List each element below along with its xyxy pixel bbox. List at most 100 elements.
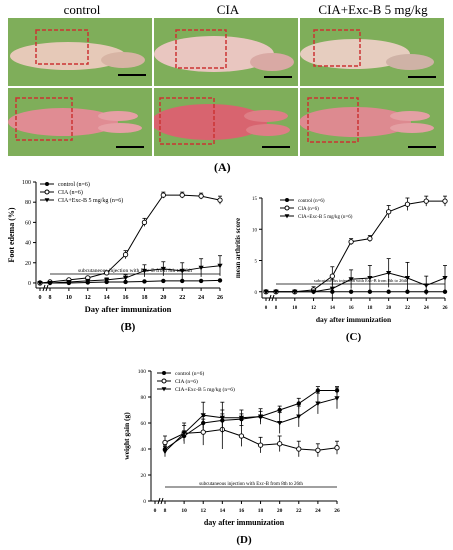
data-point xyxy=(334,396,340,401)
data-point xyxy=(66,279,72,285)
injection-annotation: subcutaneous injection with Exc-B from 8… xyxy=(314,278,408,283)
data-point xyxy=(180,278,185,284)
photo-cia-bottom xyxy=(154,88,298,156)
y-tick-label: 0 xyxy=(255,291,258,296)
x-tick-label: 12 xyxy=(311,306,317,311)
data-point xyxy=(334,445,340,451)
x-tick-label: 0 xyxy=(265,306,268,311)
data-point xyxy=(217,278,223,283)
x-axis-label: Day after immunization xyxy=(85,304,172,314)
legend-label: control (n=6) xyxy=(58,181,90,188)
photo-cia-side xyxy=(154,18,298,86)
data-point xyxy=(200,413,206,418)
data-point xyxy=(181,431,187,436)
legend-label: CIA (n=6) xyxy=(58,189,83,196)
x-tick-label: 22 xyxy=(405,306,411,311)
x-tick-label: 10 xyxy=(181,508,187,514)
chart-foot-edema: 0 20 40 60 80 100 0 8 10 12 14 16 18 20 22 24 26 Day afte… xyxy=(7,180,223,333)
y-axis-label: Foot edema (%) xyxy=(7,207,16,262)
data-point xyxy=(348,277,354,282)
legend-marker xyxy=(284,214,290,219)
series-line xyxy=(164,397,338,452)
series-line xyxy=(164,428,338,451)
data-point xyxy=(179,192,185,198)
legend-label: CIA+Exc-B 5 mg/kg (n=6) xyxy=(58,197,123,204)
x-tick-label: 20 xyxy=(160,295,166,301)
legend-marker xyxy=(45,182,49,186)
data-point xyxy=(238,433,245,439)
legend-label: CIA (n=6) xyxy=(175,378,198,385)
axis-break-mark xyxy=(157,497,161,505)
data-point xyxy=(367,289,373,294)
data-point xyxy=(292,289,298,295)
data-point xyxy=(141,268,148,274)
column-header-cia: CIA xyxy=(216,2,240,17)
data-point xyxy=(37,280,43,286)
data-point xyxy=(200,429,206,435)
injection-annotation: subcutaneous injection with Exc-B from 8… xyxy=(199,482,303,487)
x-tick-label: 14 xyxy=(104,295,110,301)
x-tick-label: 18 xyxy=(141,295,147,301)
y-tick-label: 20 xyxy=(25,261,31,267)
data-point xyxy=(277,407,282,413)
legend-marker xyxy=(162,371,166,375)
data-point xyxy=(277,421,283,426)
data-point xyxy=(329,286,335,292)
x-tick-label: 24 xyxy=(424,306,430,311)
data-point xyxy=(217,197,223,203)
data-point xyxy=(386,209,392,215)
data-point xyxy=(198,278,204,284)
x-tick-label: 0 xyxy=(154,508,157,514)
legend-marker xyxy=(161,378,167,384)
y-tick-label: 60 xyxy=(141,421,147,427)
legend-label: control (n=6) xyxy=(298,199,325,204)
data-point xyxy=(142,279,147,284)
x-tick-label: 22 xyxy=(296,508,302,514)
legend-label: CIA+Exc-B 5 mg/kg (n=6) xyxy=(175,386,235,393)
x-axis-label: day after immunization xyxy=(316,315,392,324)
data-point xyxy=(386,289,391,294)
data-point xyxy=(160,192,166,198)
data-point xyxy=(442,289,448,294)
legend-label: CIA+Exc-B 5 mg/kg (n=6) xyxy=(298,215,353,220)
data-point xyxy=(367,276,373,281)
data-point xyxy=(296,401,301,406)
data-point xyxy=(198,193,204,199)
data-point xyxy=(423,283,429,289)
photo-control-side xyxy=(8,18,152,86)
legend-marker xyxy=(44,189,50,195)
y-tick-label: 0 xyxy=(143,499,146,505)
y-tick-label: 5 xyxy=(255,260,258,265)
data-point xyxy=(257,442,264,448)
x-tick-label: 16 xyxy=(349,306,355,311)
y-tick-label: 40 xyxy=(25,241,31,247)
x-tick-label: 26 xyxy=(334,508,340,514)
column-header-cia-excb: CIA+Exc-B 5 mg/kg xyxy=(318,2,428,17)
data-point xyxy=(296,414,302,420)
data-point xyxy=(404,201,411,207)
x-tick-label: 26 xyxy=(217,295,223,301)
injection-annotation: subcutaneous injection with Exc-B from 8… xyxy=(78,267,192,274)
x-tick-label: 10 xyxy=(66,295,72,301)
data-point xyxy=(123,279,128,285)
x-tick-label: 18 xyxy=(367,306,373,311)
axis-break-mark xyxy=(45,284,49,292)
x-tick-label: 16 xyxy=(123,295,129,301)
data-point xyxy=(348,239,354,245)
y-axis-label: weight gain (g) xyxy=(122,412,131,460)
legend-marker xyxy=(285,198,289,202)
x-tick-label: 8 xyxy=(275,306,278,311)
x-tick-label: 24 xyxy=(198,295,204,301)
data-point xyxy=(179,268,185,274)
x-tick-label: 20 xyxy=(386,306,392,311)
legend-label: control (n=6) xyxy=(175,370,204,377)
chart-arthritis-score: 0 5 10 15 0 8 10 12 14 16 18 20 22 24 26 day after immu… xyxy=(234,195,448,343)
panel-label: (D) xyxy=(236,534,252,546)
data-point xyxy=(296,446,302,452)
data-point xyxy=(263,289,269,295)
data-point xyxy=(315,388,321,393)
data-point xyxy=(273,289,279,295)
data-point xyxy=(367,235,373,242)
data-point xyxy=(238,415,245,421)
photo-cia-excb-bottom xyxy=(300,88,444,156)
